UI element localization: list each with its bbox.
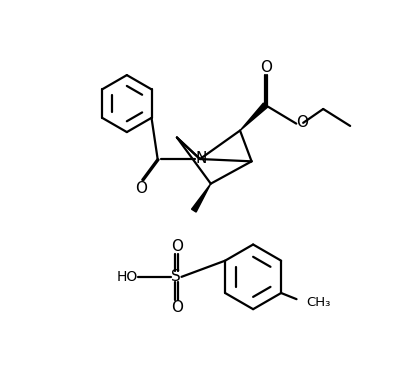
Text: N: N	[196, 151, 207, 166]
Text: HO: HO	[116, 270, 137, 284]
Text: O: O	[135, 181, 147, 196]
Text: CH₃: CH₃	[306, 296, 330, 309]
Text: O: O	[296, 115, 307, 130]
Text: O: O	[171, 238, 183, 254]
Text: S: S	[171, 269, 181, 284]
Text: O: O	[171, 300, 183, 315]
Text: O: O	[260, 60, 272, 75]
Polygon shape	[240, 103, 268, 131]
Polygon shape	[191, 184, 211, 212]
